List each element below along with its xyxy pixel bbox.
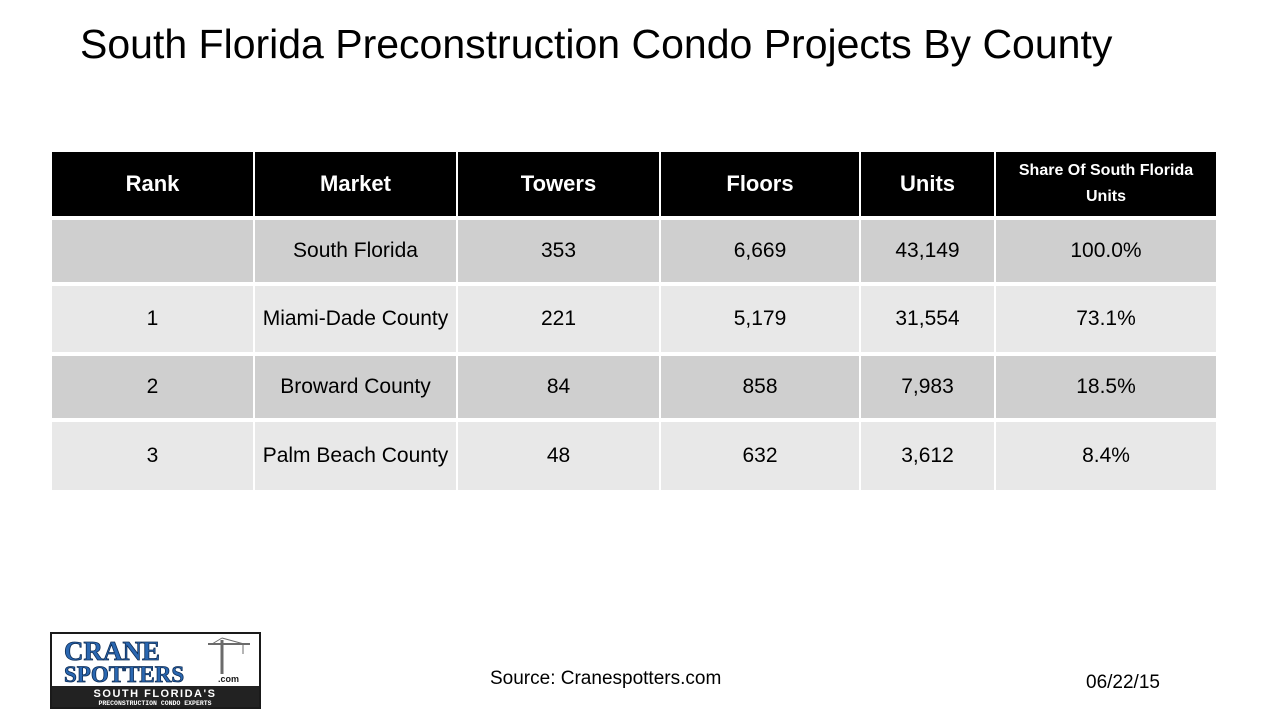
column-header-market: Market <box>253 152 458 218</box>
cell-towers: 221 <box>456 284 661 354</box>
cell-market: Broward County <box>253 354 458 420</box>
condo-projects-table: Rank Market Towers Floors Units Share Of… <box>50 152 1218 490</box>
column-header-floors: Floors <box>659 152 861 218</box>
cell-rank: 3 <box>50 420 255 490</box>
logo-line1: CRANE <box>64 636 160 666</box>
logo-suffix: .com <box>218 674 239 684</box>
column-header-units: Units <box>859 152 996 218</box>
logo-line2: SPOTTERS <box>64 662 184 687</box>
cell-share: 73.1% <box>994 284 1218 354</box>
cell-towers: 84 <box>456 354 661 420</box>
source-note: Source: Cranespotters.com <box>490 668 722 689</box>
column-header-towers: Towers <box>456 152 661 218</box>
cell-market: South Florida <box>253 218 458 284</box>
table-row: 3 Palm Beach County 48 632 3,612 8.4% <box>50 420 1218 490</box>
cell-floors: 5,179 <box>659 284 861 354</box>
column-header-share: Share Of South Florida Units <box>994 152 1218 218</box>
cell-units: 7,983 <box>859 354 996 420</box>
cell-floors: 632 <box>659 420 861 490</box>
cranespotters-logo: CRANE SPOTTERS .com SOUTH FLORIDA'S PREC… <box>50 632 261 709</box>
cell-units: 3,612 <box>859 420 996 490</box>
cell-floors: 858 <box>659 354 861 420</box>
table-row: South Florida 353 6,669 43,149 100.0% <box>50 218 1218 284</box>
cell-towers: 353 <box>456 218 661 284</box>
cell-units: 31,554 <box>859 284 996 354</box>
cell-floors: 6,669 <box>659 218 861 284</box>
logo-tagline1: SOUTH FLORIDA'S <box>94 688 217 700</box>
cell-share: 8.4% <box>994 420 1218 490</box>
table-row: 1 Miami-Dade County 221 5,179 31,554 73.… <box>50 284 1218 354</box>
cell-towers: 48 <box>456 420 661 490</box>
cell-share: 100.0% <box>994 218 1218 284</box>
logo-tagline2: PRECONSTRUCTION CONDO EXPERTS <box>98 700 211 707</box>
date-label: 06/22/15 <box>1086 672 1160 693</box>
table-header-row: Rank Market Towers Floors Units Share Of… <box>50 152 1218 218</box>
crane-icon <box>208 637 250 674</box>
column-header-rank: Rank <box>50 152 255 218</box>
table-row: 2 Broward County 84 858 7,983 18.5% <box>50 354 1218 420</box>
cell-rank: 1 <box>50 284 255 354</box>
cell-market: Palm Beach County <box>253 420 458 490</box>
page-title: South Florida Preconstruction Condo Proj… <box>80 21 1113 67</box>
cell-market: Miami-Dade County <box>253 284 458 354</box>
cell-rank <box>50 218 255 284</box>
cell-share: 18.5% <box>994 354 1218 420</box>
cell-rank: 2 <box>50 354 255 420</box>
cell-units: 43,149 <box>859 218 996 284</box>
